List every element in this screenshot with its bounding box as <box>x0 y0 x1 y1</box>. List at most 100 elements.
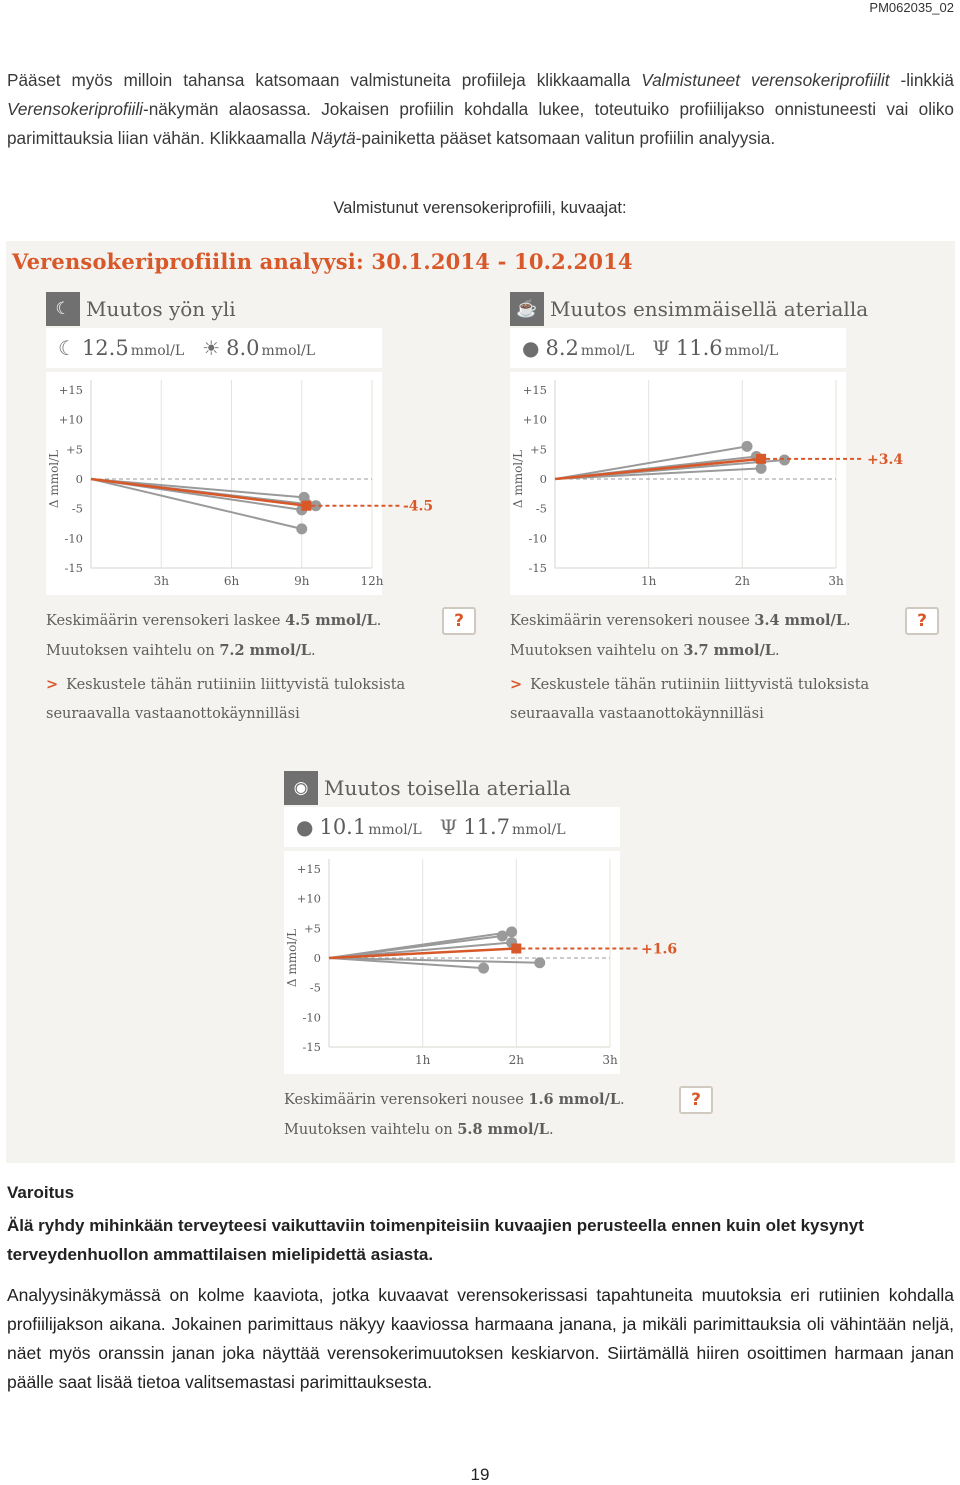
y-tick-label: +15 <box>59 383 83 397</box>
second-meal-avg-line: Keskimäärin verensokeri nousee 1.6 mmol/… <box>284 1085 625 1115</box>
second-meal-range-line: Muutoksen vaihtelu on 5.8 mmol/L. <box>284 1115 625 1145</box>
second-meal-title-text: Muutos toisella aterialla <box>324 776 571 800</box>
y-tick-label: -15 <box>302 1040 321 1054</box>
range-prefix: Muutoksen vaihtelu on <box>284 1122 458 1138</box>
chevron-right-icon: > <box>510 676 523 693</box>
range-suffix: . <box>774 643 780 659</box>
chart-svg: 3h 6h 9h 12h +15 +10 +5 0 -5 -10 -15 Δ mmol/L -4.5 <box>47 380 433 588</box>
plate-cutlery-icon: ◉ <box>284 771 318 805</box>
overnight-title-text: Muutos yön yli <box>86 297 236 321</box>
y-axis-label: Δ mmol/L <box>47 450 61 508</box>
y-tick-label: +15 <box>523 383 547 397</box>
avg-suffix: . <box>376 613 382 629</box>
range-value: 5.8 mmol/L <box>457 1121 549 1138</box>
pair-line <box>554 445 748 480</box>
second-meal-stats: ● 10.1 mmol/L Ψ 11.7 mmol/L <box>284 807 620 847</box>
overnight-avg-line: Keskimäärin verensokeri laskee 4.5 mmol/… <box>46 606 381 636</box>
before-meal-stat: ● 8.2 mmol/L <box>522 336 634 360</box>
pair-point <box>296 523 308 535</box>
x-tick-label: 2h <box>735 574 751 588</box>
y-tick-label: +10 <box>297 892 321 906</box>
x-tick-label: 2h <box>509 1053 525 1067</box>
y-axis-label: Δ mmol/L <box>285 929 299 987</box>
sunrise-icon: ☀ <box>202 336 221 360</box>
x-tick-label: 1h <box>641 574 657 588</box>
overnight-discuss-link[interactable]: > Keskustele tähän rutiiniin liittyvistä … <box>46 670 405 729</box>
pair-point <box>478 962 490 974</box>
first-meal-title: ☕ Muutos ensimmäisellä aterialla <box>510 292 868 326</box>
warning-text: Älä ryhdy mihinkään terveyteesi vaikutta… <box>7 1216 864 1264</box>
y-tick-label: -10 <box>64 531 83 545</box>
bedtime-value: 12.5 <box>81 336 129 360</box>
second-meal-note: Keskimäärin verensokeri nousee 1.6 mmol/… <box>284 1085 625 1145</box>
first-meal-range-line: Muutoksen vaihtelu on 3.7 mmol/L. <box>510 636 851 666</box>
avg-value: 1.6 mmol/L <box>528 1091 621 1108</box>
y-tick-label: -10 <box>302 1010 321 1024</box>
average-label: +1.6 <box>641 942 677 958</box>
discuss-line-2: seuraavalla vastaanottokäynnilläsi <box>46 706 300 722</box>
average-label: -4.5 <box>403 499 433 515</box>
x-tick-label: 3h <box>828 574 844 588</box>
range-suffix: . <box>310 643 316 659</box>
after-meal-value: 11.7 <box>463 815 511 839</box>
before-meal-value: 10.1 <box>319 815 367 839</box>
range-prefix: Muutoksen vaihtelu on <box>46 643 220 659</box>
profile-view-name: Verensokeriprofiili <box>7 99 143 119</box>
y-tick-label: +10 <box>523 413 547 427</box>
first-meal-title-text: Muutos ensimmäisellä aterialla <box>550 297 869 321</box>
y-tick-label: 0 <box>76 472 83 486</box>
y-tick-label: -5 <box>72 502 83 516</box>
morning-unit: mmol/L <box>261 343 316 359</box>
page-number: 19 <box>470 1465 490 1484</box>
y-tick-label: -15 <box>64 561 83 575</box>
pair-point <box>496 930 508 942</box>
moon-star-icon: ☾ <box>46 292 80 326</box>
y-tick-label: -5 <box>310 981 321 995</box>
bedtime-stat: ☾ 12.5 mmol/L <box>58 336 184 360</box>
analysis-panel: Verensokeriprofiilin analyysi: 30.1.2014… <box>6 241 955 1163</box>
pair-line <box>328 935 503 959</box>
first-meal-discuss-link[interactable]: > Keskustele tähän rutiiniin liittyvistä … <box>510 670 869 729</box>
pair-line <box>90 478 302 530</box>
pair-point <box>506 926 518 938</box>
intro-text-3: -näkymän alaosassa. Jokaisen profiilin k… <box>7 99 954 148</box>
second-meal-help-button[interactable]: ? <box>679 1086 713 1114</box>
apple-icon: ● <box>296 815 314 839</box>
overnight-help-button[interactable]: ? <box>442 607 476 635</box>
apple-core-icon: Ψ <box>652 336 670 360</box>
range-suffix: . <box>548 1122 554 1138</box>
intro-text-4: -painiketta pääset katsomaan valitun pro… <box>355 128 776 148</box>
before-meal-value: 8.2 <box>545 336 579 360</box>
first-meal-help-button[interactable]: ? <box>905 607 939 635</box>
analysis-title: Verensokeriprofiilin analyysi: 30.1.2014… <box>12 249 633 274</box>
discuss-line-1: Keskustele tähän rutiiniin liittyvistä t… <box>530 677 870 693</box>
y-tick-label: 0 <box>314 951 321 965</box>
morning-stat: ☀ 8.0 mmol/L <box>202 336 315 360</box>
intro-text-1: Pääset myös milloin tahansa katsomaan va… <box>7 70 642 90</box>
before-meal-unit: mmol/L <box>368 822 422 838</box>
intro-paragraph: Pääset myös milloin tahansa katsomaan va… <box>7 66 954 153</box>
average-label: +3.4 <box>867 452 903 468</box>
first-meal-note: Keskimäärin verensokeri nousee 3.4 mmol/… <box>510 606 851 666</box>
before-meal-stat: ● 10.1 mmol/L <box>296 815 422 839</box>
second-meal-chart: 1h 2h 3h +15 +10 +5 0 -5 -10 -15 Δ mmol/L +1.6 <box>284 851 677 1074</box>
chart-svg: 1h 2h 3h +15 +10 +5 0 -5 -10 -15 Δ mmol/L +1.6 <box>285 859 677 1067</box>
avg-value: 3.4 mmol/L <box>754 612 847 629</box>
overnight-title: ☾ Muutos yön yli <box>46 292 236 326</box>
show-button-name: Näytä <box>310 128 356 148</box>
pair-line <box>328 957 540 964</box>
after-meal-value: 11.6 <box>675 336 723 360</box>
pair-point <box>310 500 322 512</box>
overnight-stats: ☾ 12.5 mmol/L ☀ 8.0 mmol/L <box>46 328 382 368</box>
completed-profiles-link: Valmistuneet verensokeriprofiilit <box>641 70 890 90</box>
after-meal-unit: mmol/L <box>512 822 566 838</box>
avg-prefix: Keskimäärin verensokeri laskee <box>46 613 286 629</box>
overnight-range-line: Muutoksen vaihtelu on 7.2 mmol/L. <box>46 636 381 666</box>
avg-value: 4.5 mmol/L <box>285 612 377 629</box>
overnight-note: Keskimäärin verensokeri laskee 4.5 mmol/… <box>46 606 381 666</box>
first-meal-avg-line: Keskimäärin verensokeri nousee 3.4 mmol/… <box>510 606 851 636</box>
chart-svg: 1h 2h 3h +15 +10 +5 0 -5 -10 -15 Δ mmol/L +3.4 <box>511 380 903 588</box>
average-point <box>756 453 767 464</box>
average-point <box>511 943 522 954</box>
overnight-chart: 3h 6h 9h 12h +15 +10 +5 0 -5 -10 -15 Δ mmol/L -4.5 <box>46 372 433 595</box>
